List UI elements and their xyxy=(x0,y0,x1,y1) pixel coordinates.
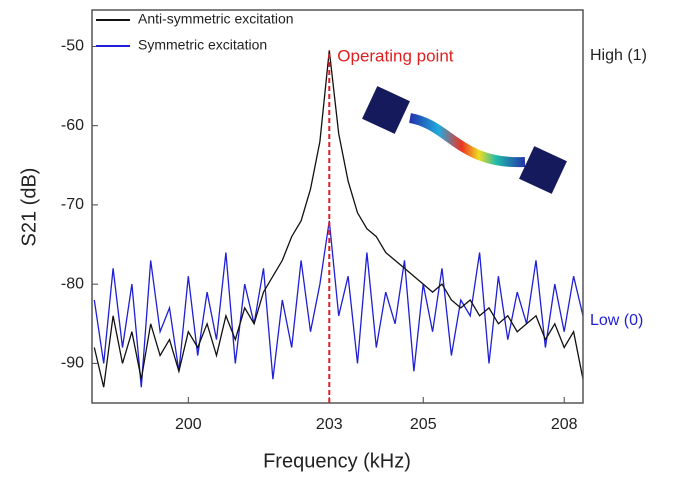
annotation: Operating point xyxy=(337,46,454,65)
anchor-pad xyxy=(519,146,567,194)
x-axis-label: Frequency (kHz) xyxy=(263,450,411,472)
y-tick-label: -80 xyxy=(61,275,84,292)
state-label: High (1) xyxy=(590,47,647,64)
y-tick-label: -50 xyxy=(61,38,84,55)
y-tick-label: -70 xyxy=(61,196,84,213)
x-tick-label: 203 xyxy=(316,416,343,433)
legend-label: Symmetric excitation xyxy=(138,37,267,53)
anchor-pad xyxy=(362,86,410,134)
beam-inset xyxy=(362,86,567,194)
x-tick-label: 200 xyxy=(175,416,202,433)
plot-frame xyxy=(91,9,584,404)
x-tick-label: 208 xyxy=(551,416,578,433)
data-line xyxy=(93,50,583,388)
beam xyxy=(408,113,526,168)
y-tick-label: -90 xyxy=(61,355,84,372)
plot-area xyxy=(93,50,583,388)
y-axis-label: S21 (dB) xyxy=(18,168,40,247)
x-tick-label: 205 xyxy=(410,416,437,433)
data-line xyxy=(93,220,583,388)
y-tick-label: -60 xyxy=(61,117,84,134)
legend-label: Anti-symmetric excitation xyxy=(138,11,294,27)
state-label: Low (0) xyxy=(590,312,643,329)
